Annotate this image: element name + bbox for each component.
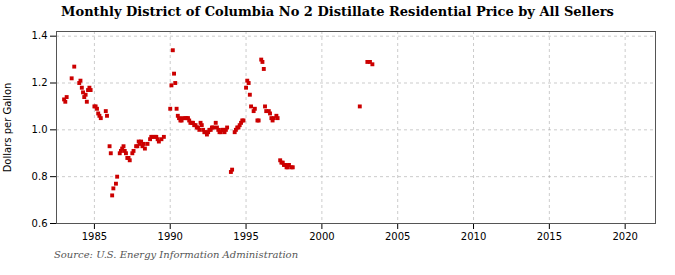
svg-text:2000: 2000	[309, 231, 334, 242]
html-text:Source: U.S. Energy Informatio: Source: U.S. Energy Information Administ…	[54, 249, 299, 260]
svg-text:0.8: 0.8	[32, 171, 48, 182]
svg-text:1.0: 1.0	[32, 124, 48, 135]
svg-text:2005: 2005	[385, 231, 410, 242]
svg-text:0.6: 0.6	[32, 218, 48, 229]
svg-text:2015: 2015	[537, 231, 562, 242]
svg-text:1985: 1985	[82, 231, 107, 242]
svg-text:1.4: 1.4	[32, 30, 48, 41]
svg-text:Dollars per Gallon: Dollars per Gallon	[2, 83, 13, 173]
svg-text:1990: 1990	[158, 231, 183, 242]
html-text:Monthly District of Columbia N: Monthly District of Columbia No 2 Distil…	[61, 4, 614, 19]
svg-text:1.2: 1.2	[32, 77, 48, 88]
svg-text:2010: 2010	[461, 231, 486, 242]
svg-text:2020: 2020	[612, 231, 637, 242]
svg-text:1995: 1995	[233, 231, 258, 242]
